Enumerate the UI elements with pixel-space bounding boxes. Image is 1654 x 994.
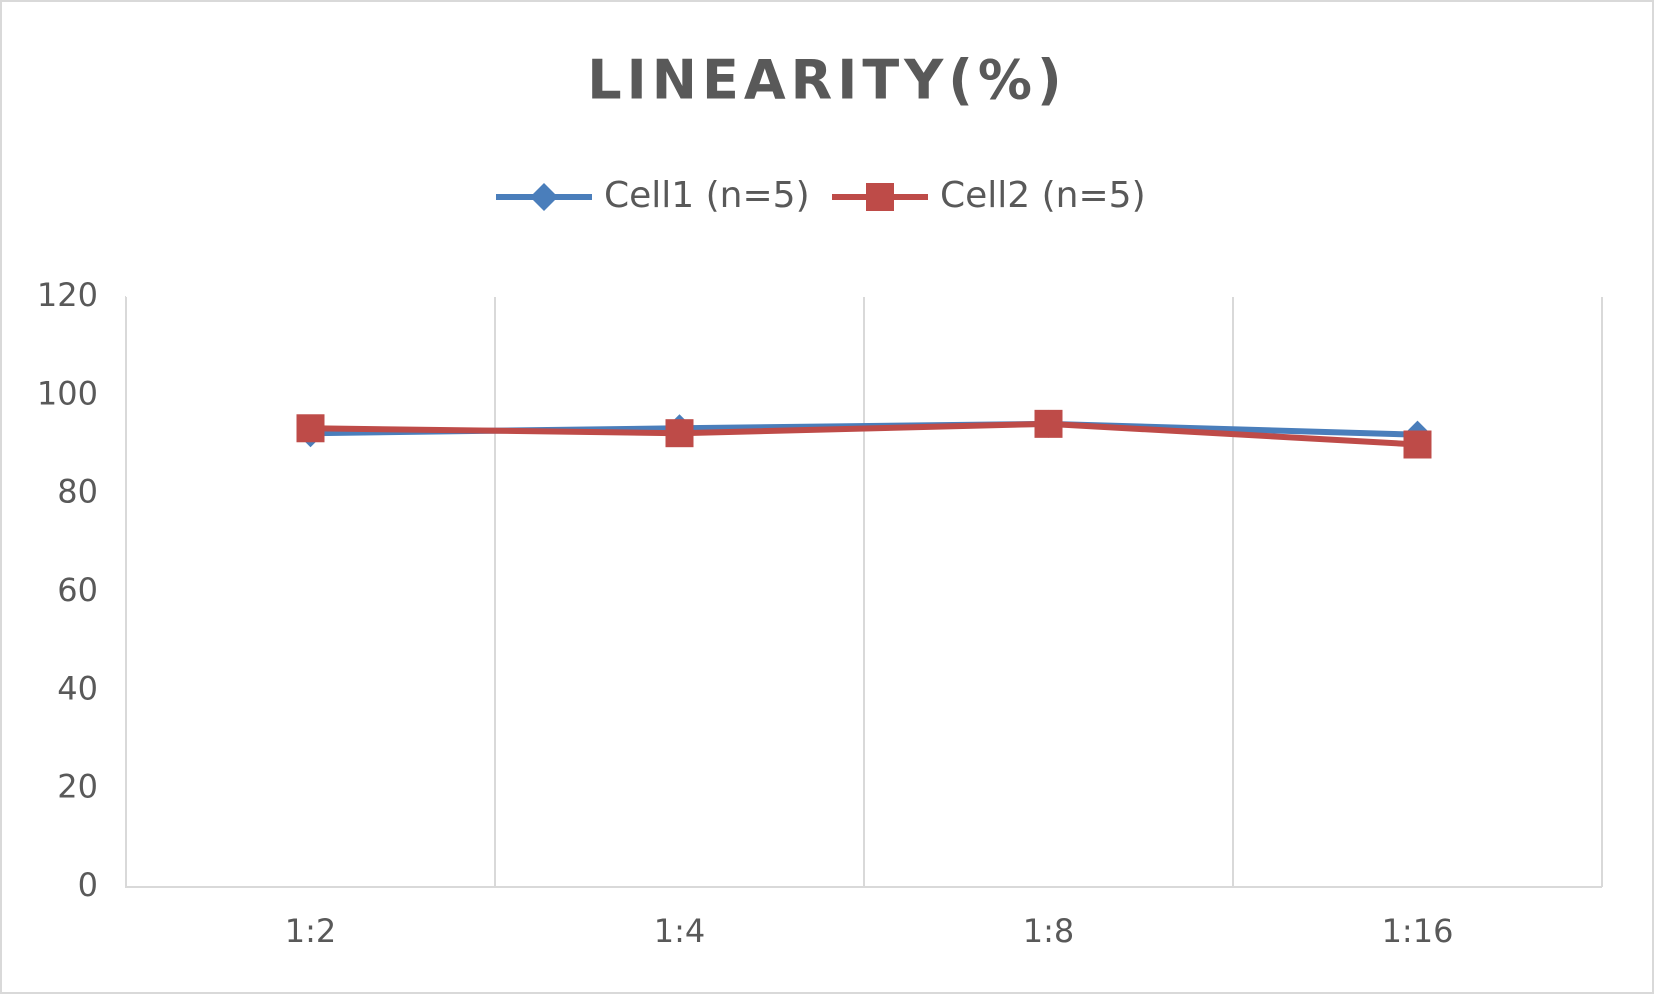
x-tick-label: 1:8 bbox=[1023, 912, 1075, 950]
legend-marker bbox=[866, 183, 894, 211]
y-tick-label: 40 bbox=[57, 669, 98, 707]
legend-marker bbox=[530, 183, 558, 211]
legend-label: Cell2 (n=5) bbox=[940, 175, 1146, 216]
x-tick-label: 1:16 bbox=[1382, 912, 1454, 950]
y-tick-label: 100 bbox=[37, 374, 98, 412]
y-tick-label: 120 bbox=[37, 276, 98, 314]
data-point bbox=[1403, 430, 1432, 459]
chart-title: LINEARITY(%) bbox=[587, 49, 1066, 112]
series-line bbox=[310, 420, 1418, 448]
y-tick-label: 80 bbox=[57, 473, 98, 511]
data-point bbox=[296, 414, 325, 443]
data-point bbox=[1034, 409, 1063, 438]
y-tick-label: 20 bbox=[57, 768, 98, 806]
legend-label: Cell1 (n=5) bbox=[604, 175, 810, 216]
x-tick-label: 1:4 bbox=[654, 912, 706, 950]
y-tick-label: 60 bbox=[57, 571, 98, 609]
y-tick-label: 0 bbox=[78, 866, 98, 904]
data-point bbox=[665, 419, 694, 448]
x-tick-label: 1:2 bbox=[285, 912, 337, 950]
